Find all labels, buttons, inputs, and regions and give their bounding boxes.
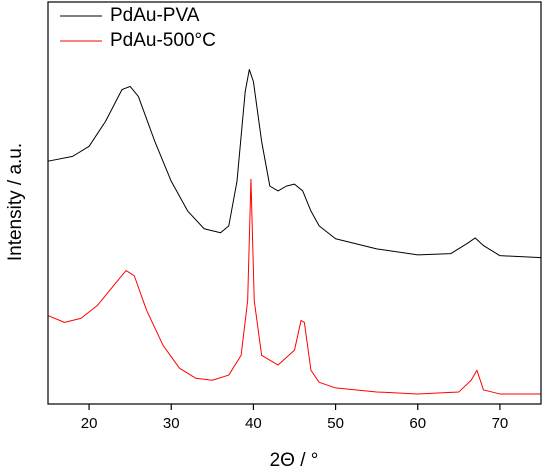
legend-label: PdAu-500°C <box>110 30 216 51</box>
x-tick-label: 30 <box>163 415 180 432</box>
legend-label: PdAu-PVA <box>110 5 200 26</box>
y-axis-label: Intensity / a.u. <box>5 143 26 261</box>
x-tick-label: 40 <box>245 415 262 432</box>
x-tick-label: 60 <box>409 415 426 432</box>
plot-frame <box>47 1 542 405</box>
x-tick-label: 70 <box>492 415 509 432</box>
data-line <box>47 178 541 395</box>
data-line <box>47 69 542 259</box>
x-tick-label: 20 <box>81 415 98 432</box>
x-tick-label: 50 <box>327 415 344 432</box>
x-axis-label: 2Θ / ° <box>270 450 319 471</box>
